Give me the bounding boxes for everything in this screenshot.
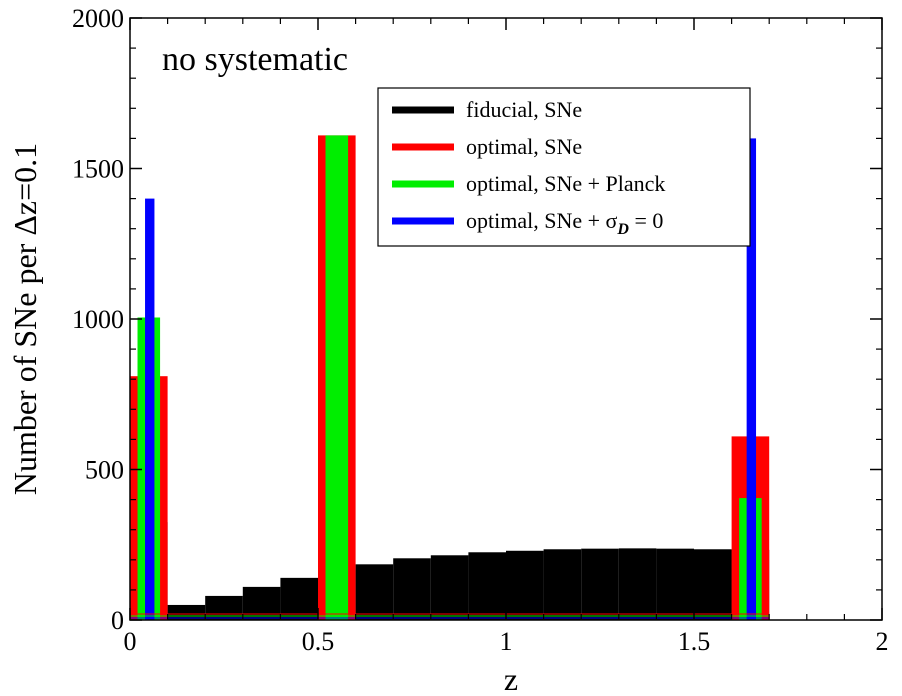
bar — [393, 558, 431, 620]
bars-layer — [130, 135, 770, 620]
y-tick-label: 1500 — [72, 155, 124, 184]
bar — [355, 564, 394, 620]
x-axis-title: z — [504, 661, 518, 696]
x-tick-label: 0.5 — [302, 627, 335, 656]
tick-labels-layer: 0 0.5 1 1.5 2 0 500 1000 1500 2000 — [72, 4, 889, 656]
bar — [543, 549, 582, 620]
bar — [325, 135, 349, 620]
y-tick-label: 2000 — [72, 4, 124, 33]
chart-annotation: no systematic — [162, 41, 348, 78]
bar — [581, 548, 619, 620]
legend-label: optimal, SNe + Planck — [466, 171, 665, 196]
bar — [145, 198, 155, 620]
x-tick-label: 1.5 — [678, 627, 711, 656]
y-axis-title: Number of SNe per Δz=0.1 — [7, 143, 43, 495]
bar — [468, 552, 506, 620]
ticks-layer — [129, 17, 883, 621]
x-tick-label: 2 — [876, 627, 889, 656]
bar — [746, 138, 757, 620]
bar — [618, 548, 657, 620]
bar — [430, 555, 469, 620]
bar — [656, 548, 694, 620]
legend-entry: optimal, SNe + σD = 0 — [392, 208, 663, 238]
y-tick-label: 1000 — [72, 305, 124, 334]
legend-label: optimal, SNe + σD = 0 — [466, 208, 663, 238]
baseline-lines — [130, 613, 770, 619]
series-0 — [130, 522, 770, 620]
y-tick-label: 0 — [111, 606, 124, 635]
legend-entries: fiducial, SNe optimal, SNe optimal, SNe + … — [392, 97, 665, 238]
bar — [506, 550, 544, 620]
x-tick-label: 0 — [124, 627, 137, 656]
legend-entry: optimal, SNe + Planck — [392, 171, 665, 196]
bar — [280, 577, 318, 620]
legend-entry: optimal, SNe — [392, 134, 582, 159]
series-2 — [137, 135, 762, 620]
series-3 — [145, 138, 757, 620]
x-tick-label: 1 — [500, 627, 513, 656]
bar — [694, 549, 732, 620]
legend-entry: fiducial, SNe — [392, 97, 582, 122]
bar — [242, 586, 281, 620]
legend-label: fiducial, SNe — [466, 97, 582, 122]
y-tick-label: 500 — [85, 456, 124, 485]
legend-label: optimal, SNe — [466, 134, 582, 159]
legend: fiducial, SNe optimal, SNe optimal, SNe + … — [377, 87, 751, 247]
